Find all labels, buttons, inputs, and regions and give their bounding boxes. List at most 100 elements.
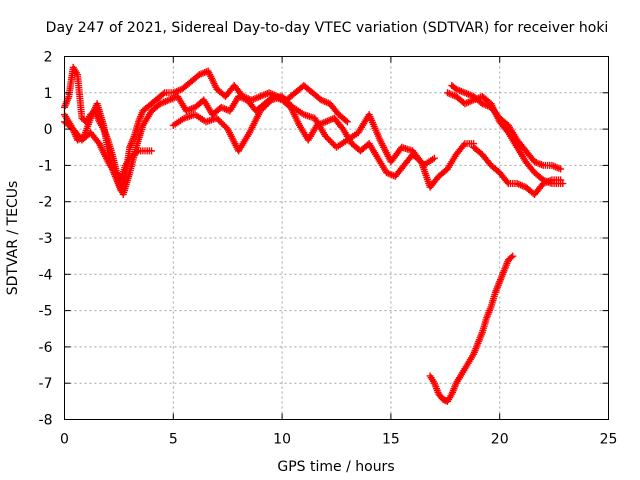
data-point-fill (133, 123, 146, 149)
data-point-fill (225, 127, 242, 153)
data-point-fill (219, 104, 232, 114)
data-point-fill (126, 145, 140, 175)
x-axis-label: GPS time / hours (277, 459, 394, 475)
x-tick-label: 20 (491, 432, 509, 448)
data-point-fill (377, 138, 394, 164)
data-point-fill (458, 366, 468, 378)
data-point-fill (507, 180, 519, 188)
data-point-fill (310, 90, 324, 103)
x-tick-label: 5 (169, 432, 178, 448)
data-point-fill (79, 115, 89, 125)
data-point-fill (158, 97, 171, 107)
data-series (470, 143, 565, 198)
x-tick-label: 10 (273, 432, 291, 448)
data-point-fill (421, 155, 437, 168)
data-point-fill (153, 90, 167, 103)
data-point-fill (94, 102, 107, 127)
y-tick-label: 2 (44, 50, 53, 66)
data-point (559, 180, 567, 188)
data-point-fill (550, 176, 562, 184)
data-point-fill (120, 171, 133, 196)
data-point-fill (463, 90, 476, 100)
data-point-fill (436, 166, 450, 179)
data-point-fill (475, 330, 486, 345)
data-point-fill (449, 83, 459, 92)
data-point-fill (319, 97, 332, 107)
y-tick-label: -6 (39, 340, 53, 356)
data-point (343, 118, 351, 126)
y-tick-label: -8 (39, 413, 53, 429)
data-point-fill (505, 131, 520, 149)
data-point-fill (301, 83, 315, 96)
y-tick-label: -2 (39, 195, 53, 211)
data-point-fill (366, 141, 381, 160)
data-point-fill (436, 391, 446, 402)
data-point-fill (214, 116, 230, 132)
data-point-fill (501, 258, 512, 273)
data-point-fill (74, 73, 86, 120)
data-point-fill (327, 101, 341, 117)
y-tick-label: 0 (44, 122, 53, 138)
data-point-fill (140, 105, 150, 114)
data-point-fill (445, 392, 455, 404)
data-point-fill (171, 86, 184, 96)
data-point-fill (480, 100, 493, 111)
y-axis-label: SDTVAR / TECUs (5, 181, 21, 296)
data-point-fill (453, 374, 463, 385)
data-point-fill (127, 134, 137, 149)
data-point-fill (471, 144, 485, 157)
data-point-fill (291, 105, 306, 117)
data-point-fill (193, 112, 208, 125)
data-point-fill (140, 109, 154, 128)
data-point-fill (258, 98, 274, 113)
data-point-fill (550, 162, 563, 172)
data-point-fill (497, 170, 511, 186)
data-point-fill (523, 148, 537, 164)
data-point-fill (171, 115, 186, 128)
data-point-fill (100, 124, 112, 153)
data-point (256, 107, 264, 115)
data-point-fill (149, 101, 163, 114)
data-point-fill (336, 112, 350, 125)
x-tick-label: 0 (60, 432, 69, 448)
data-point-fill (480, 152, 494, 168)
data-point-fill (532, 181, 546, 197)
y-tick-label: -7 (39, 376, 53, 392)
data-point-fill (62, 119, 76, 132)
data-point-fill (179, 79, 193, 92)
data-point-fill (88, 130, 102, 146)
data-point-fill (246, 109, 263, 135)
data-point-fill (483, 305, 494, 320)
data-point-fill (375, 156, 389, 175)
data-point-fill (449, 381, 459, 396)
data-point-fill (488, 163, 502, 175)
y-tick-label: 1 (44, 86, 53, 102)
data-point-fill (249, 93, 263, 103)
y-tick-label: -4 (39, 267, 53, 283)
y-tick-label: -1 (39, 158, 53, 174)
data-point-fill (184, 104, 197, 114)
data-series (426, 252, 517, 405)
data-point (557, 176, 565, 184)
data-point-fill (496, 268, 507, 284)
data-point-fill (506, 253, 515, 263)
data-point-fill (96, 141, 111, 164)
data-point (509, 252, 517, 260)
data-points (61, 63, 567, 405)
data-point-fill (188, 72, 202, 85)
y-tick-label: -3 (39, 231, 53, 247)
data-point-fill (515, 180, 528, 190)
data-point-fill (197, 68, 210, 78)
data-point-fill (61, 94, 72, 110)
data-point-fill (345, 130, 360, 143)
data-point-fill (427, 174, 442, 190)
data-point-fill (388, 145, 405, 164)
data-point-fill (497, 119, 511, 135)
data-point-fill (305, 123, 320, 142)
x-tick-label: 15 (382, 432, 400, 448)
x-tick-label: 25 (600, 432, 618, 448)
data-point-fill (334, 137, 350, 150)
data-point-fill (532, 170, 546, 183)
data-point-fill (441, 396, 450, 405)
